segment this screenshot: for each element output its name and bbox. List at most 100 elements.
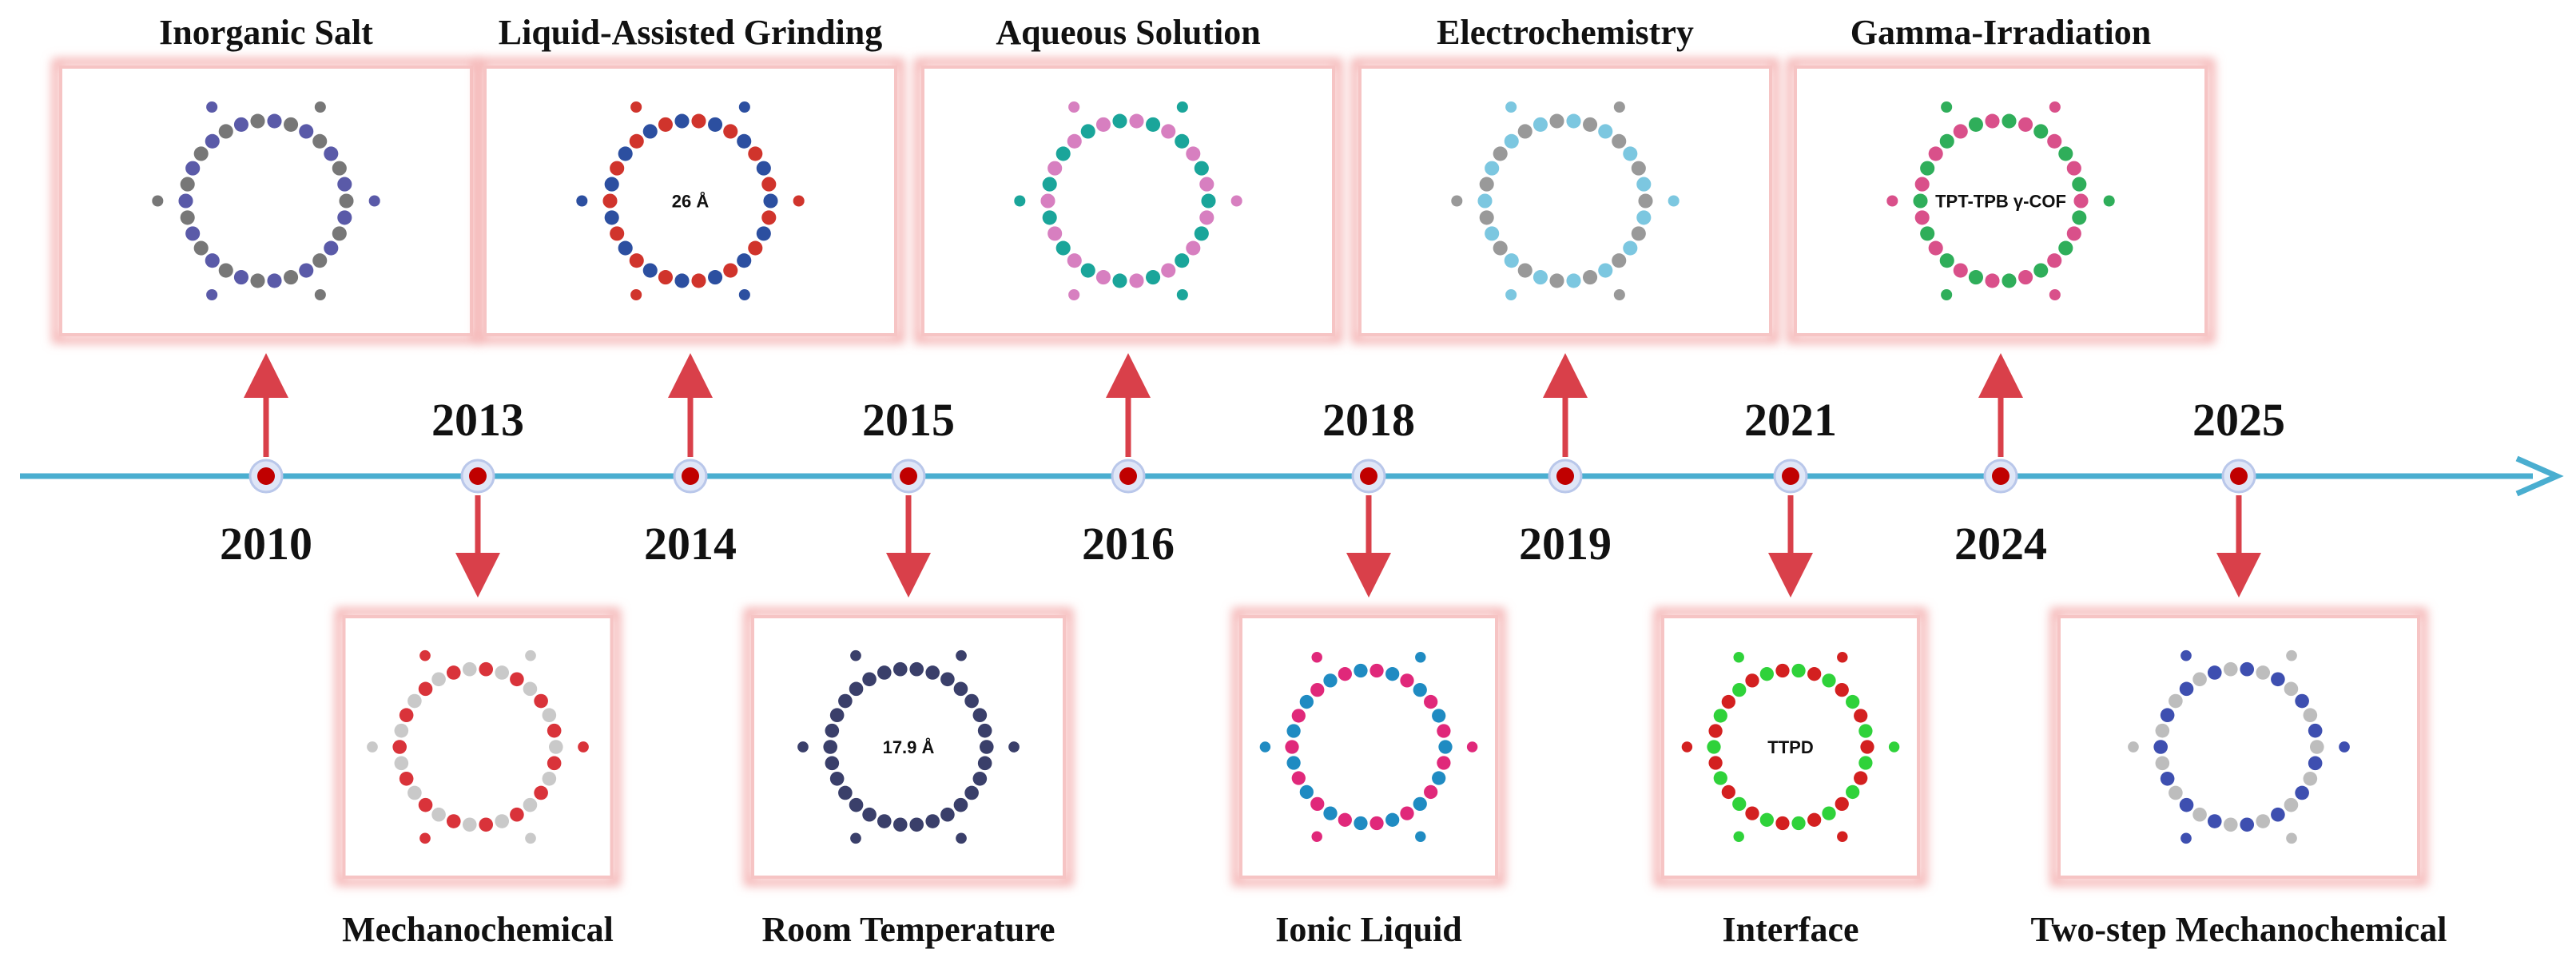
structure-atom [1067, 253, 1082, 268]
structure-atom [206, 101, 218, 113]
structure-atom [2180, 832, 2192, 844]
image-frame-glow [1787, 58, 2215, 344]
structure-atom [642, 124, 658, 139]
structure-atom [206, 288, 218, 301]
structure-atom [1928, 240, 1943, 256]
structure-atom [1953, 263, 1968, 278]
structure-atom [756, 161, 771, 176]
structure-atom [1354, 663, 1368, 678]
structure-atom [1095, 117, 1111, 132]
timeline-node [2230, 467, 2248, 485]
event-label: Liquid-Assisted Grinding [499, 13, 883, 52]
structure-atom [1323, 673, 1338, 688]
structure-atom [2049, 288, 2061, 301]
structure-atom [1807, 812, 1822, 827]
image-frame-glow [914, 58, 1342, 344]
structure-atom [2308, 723, 2323, 738]
structure-atom [284, 270, 299, 285]
structure-atom [761, 210, 777, 225]
image-frame-glow [1654, 608, 1927, 886]
structure-atom [1968, 270, 1983, 285]
structure-atom [1985, 273, 2000, 288]
structure-atom [708, 117, 723, 132]
structure-atom [1437, 724, 1451, 738]
structure-atom [1008, 741, 1020, 753]
structure-atom [1636, 210, 1652, 225]
timeline-node [1119, 467, 1137, 485]
structure-atom [708, 270, 723, 285]
structure-atom [1612, 133, 1627, 149]
structure-atom [1583, 117, 1598, 132]
structure-atom [1732, 683, 1747, 697]
structure-atom [2072, 210, 2087, 225]
structure-atom [2271, 672, 2285, 687]
structure-atom [324, 240, 339, 256]
structure-atom [1466, 741, 1478, 753]
structure-atom [1505, 101, 1517, 113]
image-annotation: 26 Å [672, 191, 710, 212]
structure-atom [953, 681, 968, 697]
event-year: 2019 [1519, 518, 1612, 570]
structure-atom [367, 741, 378, 753]
structure-atom [1566, 113, 1581, 129]
structure-atom [1415, 831, 1426, 842]
image-frame-glow [744, 608, 1073, 886]
structure-atom [312, 133, 328, 149]
structure-atom [925, 814, 940, 828]
structure-atom [2286, 649, 2297, 661]
structure-atom [838, 693, 853, 709]
structure-atom [797, 741, 809, 753]
structure-atom [339, 193, 354, 209]
image-annotation: TPT-TPB γ-COF [1935, 192, 2066, 212]
structure-atom [525, 649, 536, 661]
structure-atom [909, 661, 924, 677]
structure-atom [578, 741, 589, 753]
structure-atom [1369, 816, 1384, 831]
image-frame [921, 66, 1335, 336]
structure-atom [1437, 756, 1451, 770]
structure-atom [956, 832, 967, 844]
structure-atom [1291, 709, 1306, 723]
structure-atom [1146, 117, 1161, 132]
structure-atom [1713, 771, 1727, 785]
structure-atom [1854, 709, 1868, 723]
structure-atom [2153, 740, 2169, 754]
structure-atom [1438, 740, 1453, 754]
structure-atom [1068, 101, 1080, 113]
structure-atom [534, 785, 548, 800]
structure-atom [1914, 177, 1930, 192]
structure-atom [523, 681, 538, 697]
structure-atom [1176, 288, 1188, 301]
structure-atom [2018, 270, 2033, 285]
structure-atom [2240, 817, 2255, 832]
structure-image: TTPD [1654, 608, 1927, 886]
structure-atom [2002, 113, 2017, 129]
timeline-node [257, 467, 275, 485]
structure-atom [1598, 263, 1613, 278]
structure-atom [399, 708, 414, 723]
structure-atom [618, 146, 633, 161]
structure-atom [691, 273, 706, 288]
structure-atom [1310, 796, 1325, 811]
structure-atom [2160, 708, 2175, 723]
image-frame-glow [1351, 58, 1779, 344]
structure-atom [1517, 124, 1532, 139]
structure-atom [1583, 270, 1598, 285]
structure-atom [748, 240, 763, 256]
structure-atom [1194, 161, 1209, 176]
structure-atom [431, 672, 446, 687]
structure-atom [1858, 756, 1873, 770]
structure-atom [250, 113, 265, 129]
structure-atom [2169, 693, 2183, 709]
structure-atom [1201, 193, 1216, 209]
structure-atom [1047, 226, 1063, 241]
structure-atom [250, 273, 265, 288]
structure-atom [1199, 177, 1214, 192]
structure-atom [431, 807, 446, 822]
structure-atom [1613, 288, 1625, 301]
structure-atom [1708, 724, 1723, 738]
image-frame [1358, 66, 1772, 336]
timeline-node [1360, 467, 1377, 485]
structure-atom [738, 288, 750, 301]
structure-atom [523, 797, 538, 812]
